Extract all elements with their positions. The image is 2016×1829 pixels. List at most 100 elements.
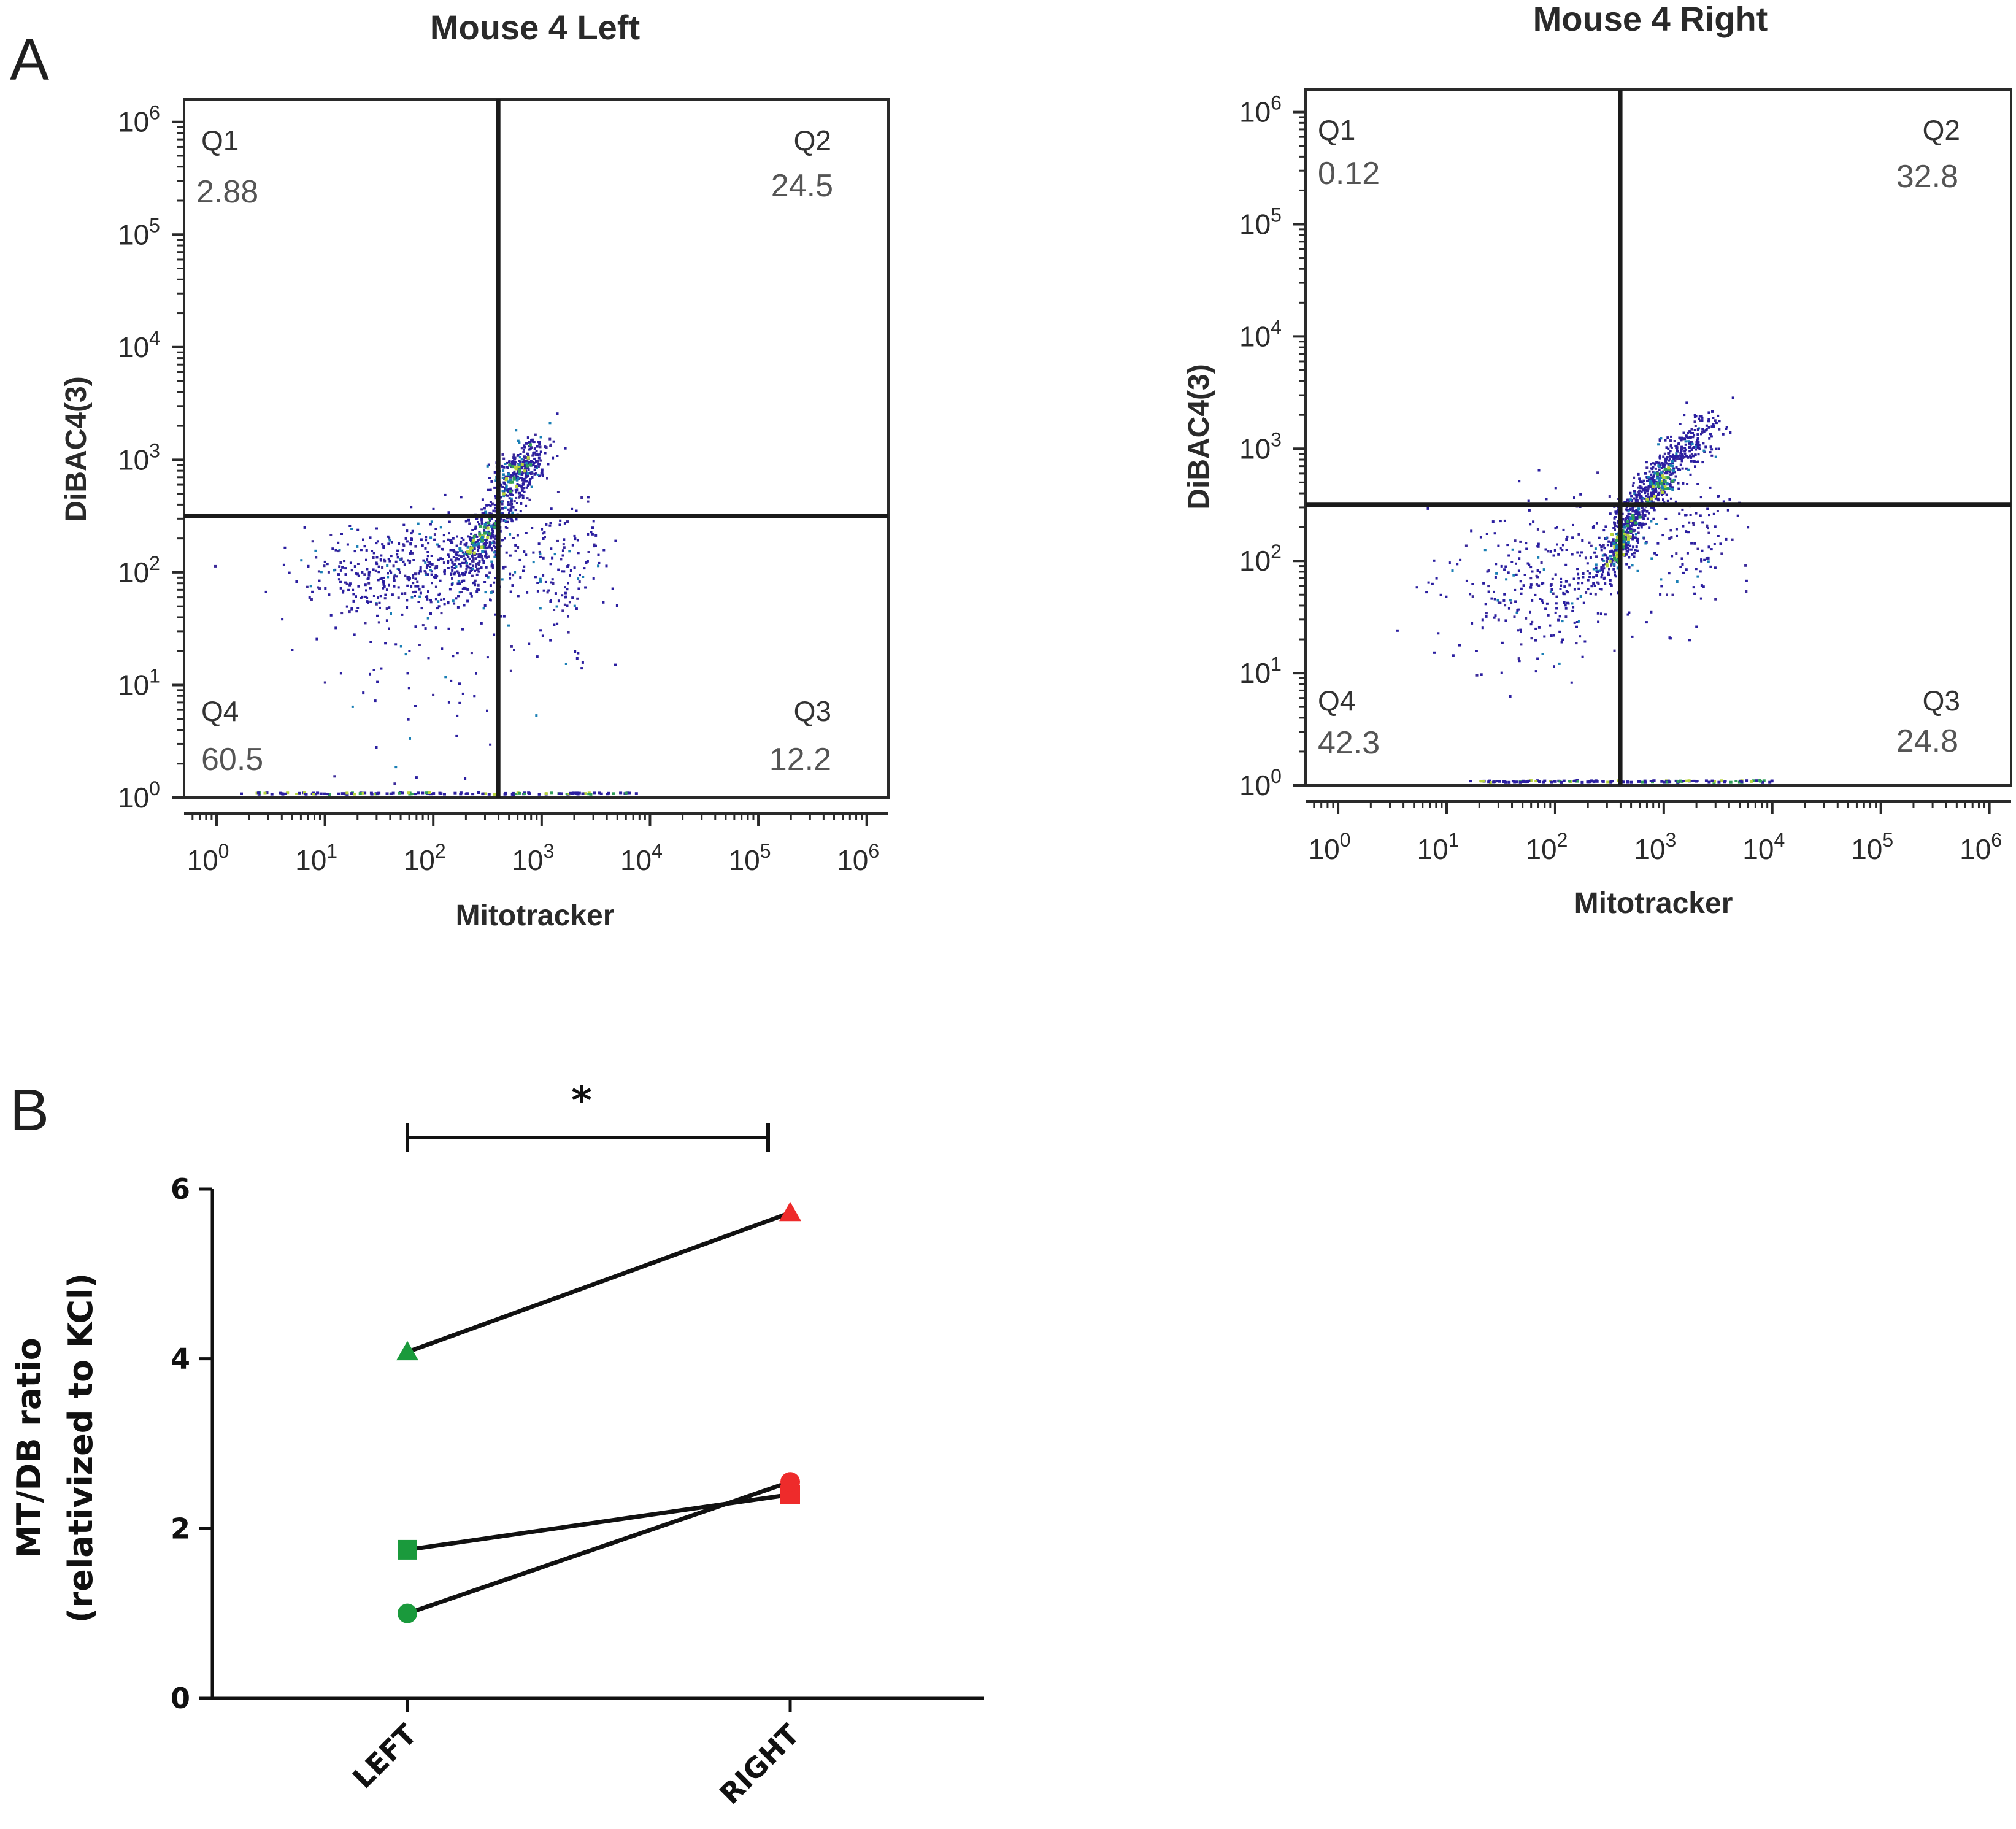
event-dot (1499, 601, 1502, 604)
event-dot (1613, 553, 1615, 556)
event-dot (1602, 544, 1605, 547)
event-dot (1659, 593, 1662, 596)
event-dot (1634, 549, 1637, 552)
event-dot (515, 477, 517, 480)
event-dot (1571, 602, 1574, 605)
event-dot (1636, 549, 1639, 552)
event-dot (539, 450, 542, 453)
event-dot (1615, 558, 1618, 562)
event-dot (1608, 560, 1612, 563)
event-dot (1749, 780, 1753, 783)
event-dot (1626, 524, 1630, 528)
event-dot (525, 486, 528, 489)
event-dot (477, 549, 480, 552)
event-dot (546, 591, 549, 594)
event-dot (344, 573, 347, 576)
event-dot (520, 485, 523, 488)
event-dot (1629, 528, 1633, 530)
event-dot (1631, 536, 1634, 539)
event-dot (1647, 493, 1650, 496)
event-dot (1529, 623, 1533, 626)
y-tick-label: 0 (171, 1682, 190, 1715)
event-dot (469, 539, 472, 542)
event-dot (466, 545, 469, 549)
event-dot (507, 501, 510, 504)
event-dot (1603, 547, 1606, 550)
marker-square-left (398, 1539, 417, 1560)
event-dot (1669, 455, 1672, 458)
event-dot (499, 529, 502, 533)
event-dot (517, 469, 520, 472)
event-dot (1680, 439, 1683, 442)
event-dot (437, 605, 441, 608)
event-dot (559, 519, 562, 522)
event-dot (390, 555, 393, 558)
event-dot (504, 493, 507, 496)
event-dot (407, 718, 410, 721)
event-dot (443, 572, 446, 576)
x-tick-label: 105 (729, 840, 771, 876)
event-dot (1701, 521, 1704, 524)
event-dot (1588, 576, 1591, 579)
event-dot (1678, 436, 1681, 439)
event-dot (379, 595, 382, 598)
event-dot (493, 581, 496, 584)
event-dot (457, 571, 460, 574)
event-dot (1625, 530, 1628, 533)
event-dot (1681, 508, 1684, 511)
event-dot (1701, 428, 1704, 431)
event-dot (1547, 550, 1549, 553)
event-dot (1626, 531, 1629, 534)
quadrant-q2-name: Q2 (1923, 114, 1960, 146)
event-dot (1536, 528, 1539, 531)
event-dot (593, 543, 596, 546)
event-dot (311, 590, 314, 593)
event-dot (351, 705, 354, 708)
event-dot (1649, 780, 1653, 782)
event-dot (1632, 534, 1634, 537)
event-dot (1518, 550, 1522, 553)
event-dot (444, 493, 447, 496)
event-dot (529, 463, 533, 467)
event-dot (1529, 610, 1531, 614)
event-dot (1491, 520, 1495, 523)
event-dot (1707, 418, 1710, 421)
event-dot (492, 544, 495, 547)
event-dot (378, 601, 381, 604)
event-dot (1642, 517, 1645, 520)
event-dot (1648, 512, 1650, 515)
event-dot (1690, 431, 1692, 434)
event-dot (417, 572, 420, 575)
event-dot (480, 508, 483, 511)
event-dot (1671, 479, 1674, 483)
event-dot (1659, 465, 1662, 468)
event-dot (318, 587, 321, 590)
event-dot (1697, 453, 1700, 456)
event-dot (536, 590, 539, 593)
event-dot (1683, 447, 1687, 450)
event-dot (1696, 442, 1699, 445)
event-dot (472, 557, 475, 560)
event-dot (476, 568, 479, 571)
event-dot (1595, 566, 1598, 569)
event-dot (1542, 582, 1545, 585)
event-dot (1627, 512, 1630, 515)
event-dot (342, 591, 345, 594)
event-dot (1675, 466, 1678, 469)
event-dot (493, 551, 496, 554)
event-dot (1561, 549, 1564, 552)
event-dot (263, 791, 267, 795)
event-dot (1512, 574, 1515, 577)
event-dot (1625, 535, 1628, 538)
event-dot (474, 557, 477, 560)
event-dot (480, 556, 483, 559)
event-dot (532, 551, 535, 554)
event-dot (1509, 695, 1512, 698)
event-dot (493, 541, 495, 544)
event-dot (1655, 523, 1658, 525)
plot-frame (1304, 88, 2012, 787)
event-dot (1706, 507, 1709, 510)
event-dot (1484, 603, 1487, 606)
event-dot (1720, 552, 1723, 555)
event-dot (587, 500, 590, 503)
